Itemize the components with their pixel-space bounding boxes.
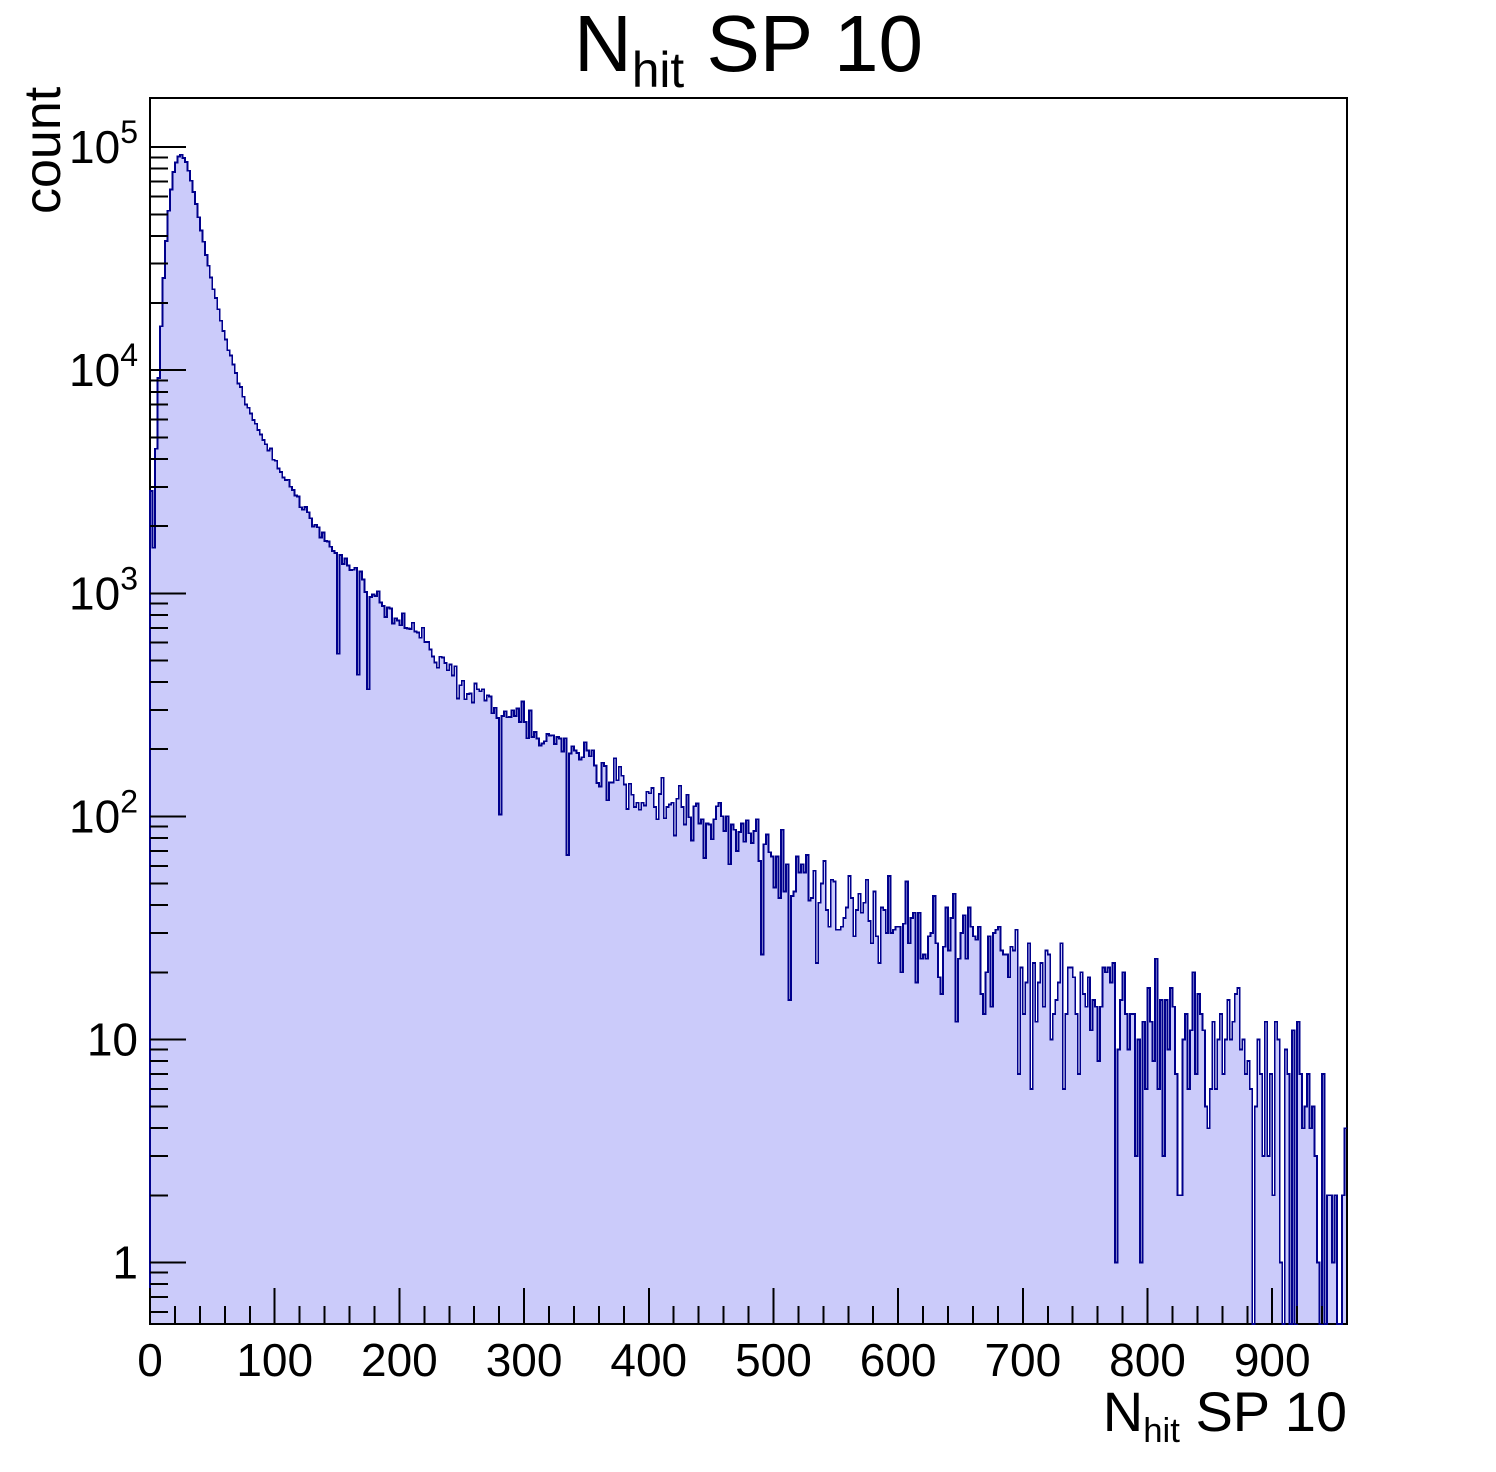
- chart-title-rest: SP 10: [684, 0, 923, 88]
- y-tick-label: 1: [112, 1236, 138, 1288]
- x-tick-label: 100: [236, 1334, 313, 1386]
- chart-title-main: N: [574, 0, 632, 88]
- histogram-fill: [150, 154, 1347, 1325]
- x-tick-label: 800: [1109, 1334, 1186, 1386]
- x-tick-label: 900: [1234, 1334, 1311, 1386]
- x-tick-label: 700: [984, 1334, 1061, 1386]
- x-tick-label: 200: [361, 1334, 438, 1386]
- y-tick-label: 104: [69, 337, 138, 396]
- x-tick-label: 400: [610, 1334, 687, 1386]
- axis-ticks: [149, 146, 1324, 1324]
- x-tick-label: 0: [137, 1334, 163, 1386]
- histogram-outline: [149, 153, 1347, 1325]
- x-tick-label: 500: [735, 1334, 812, 1386]
- x-axis-title-subscript: hit: [1143, 1412, 1180, 1451]
- x-axis-title-rest: SP 10: [1179, 1380, 1347, 1443]
- x-tick-label: 600: [860, 1334, 937, 1386]
- y-tick-label: 103: [69, 560, 138, 619]
- chart-title-subscript: hit: [631, 41, 685, 98]
- y-tick-label: 102: [69, 783, 138, 842]
- y-tick-label: 105: [69, 114, 138, 173]
- x-axis-title: Nhit SP 10: [1102, 1380, 1347, 1451]
- x-axis-title-main: N: [1102, 1380, 1144, 1443]
- y-tick-label: 10: [87, 1013, 138, 1065]
- chart-title: Nhit SP 10: [150, 0, 1347, 98]
- axis-tick-labels: 0 100 200 300 400 500 600 700 800 900 1 10 102 103 104…: [69, 114, 1311, 1386]
- x-tick-label: 300: [486, 1334, 563, 1386]
